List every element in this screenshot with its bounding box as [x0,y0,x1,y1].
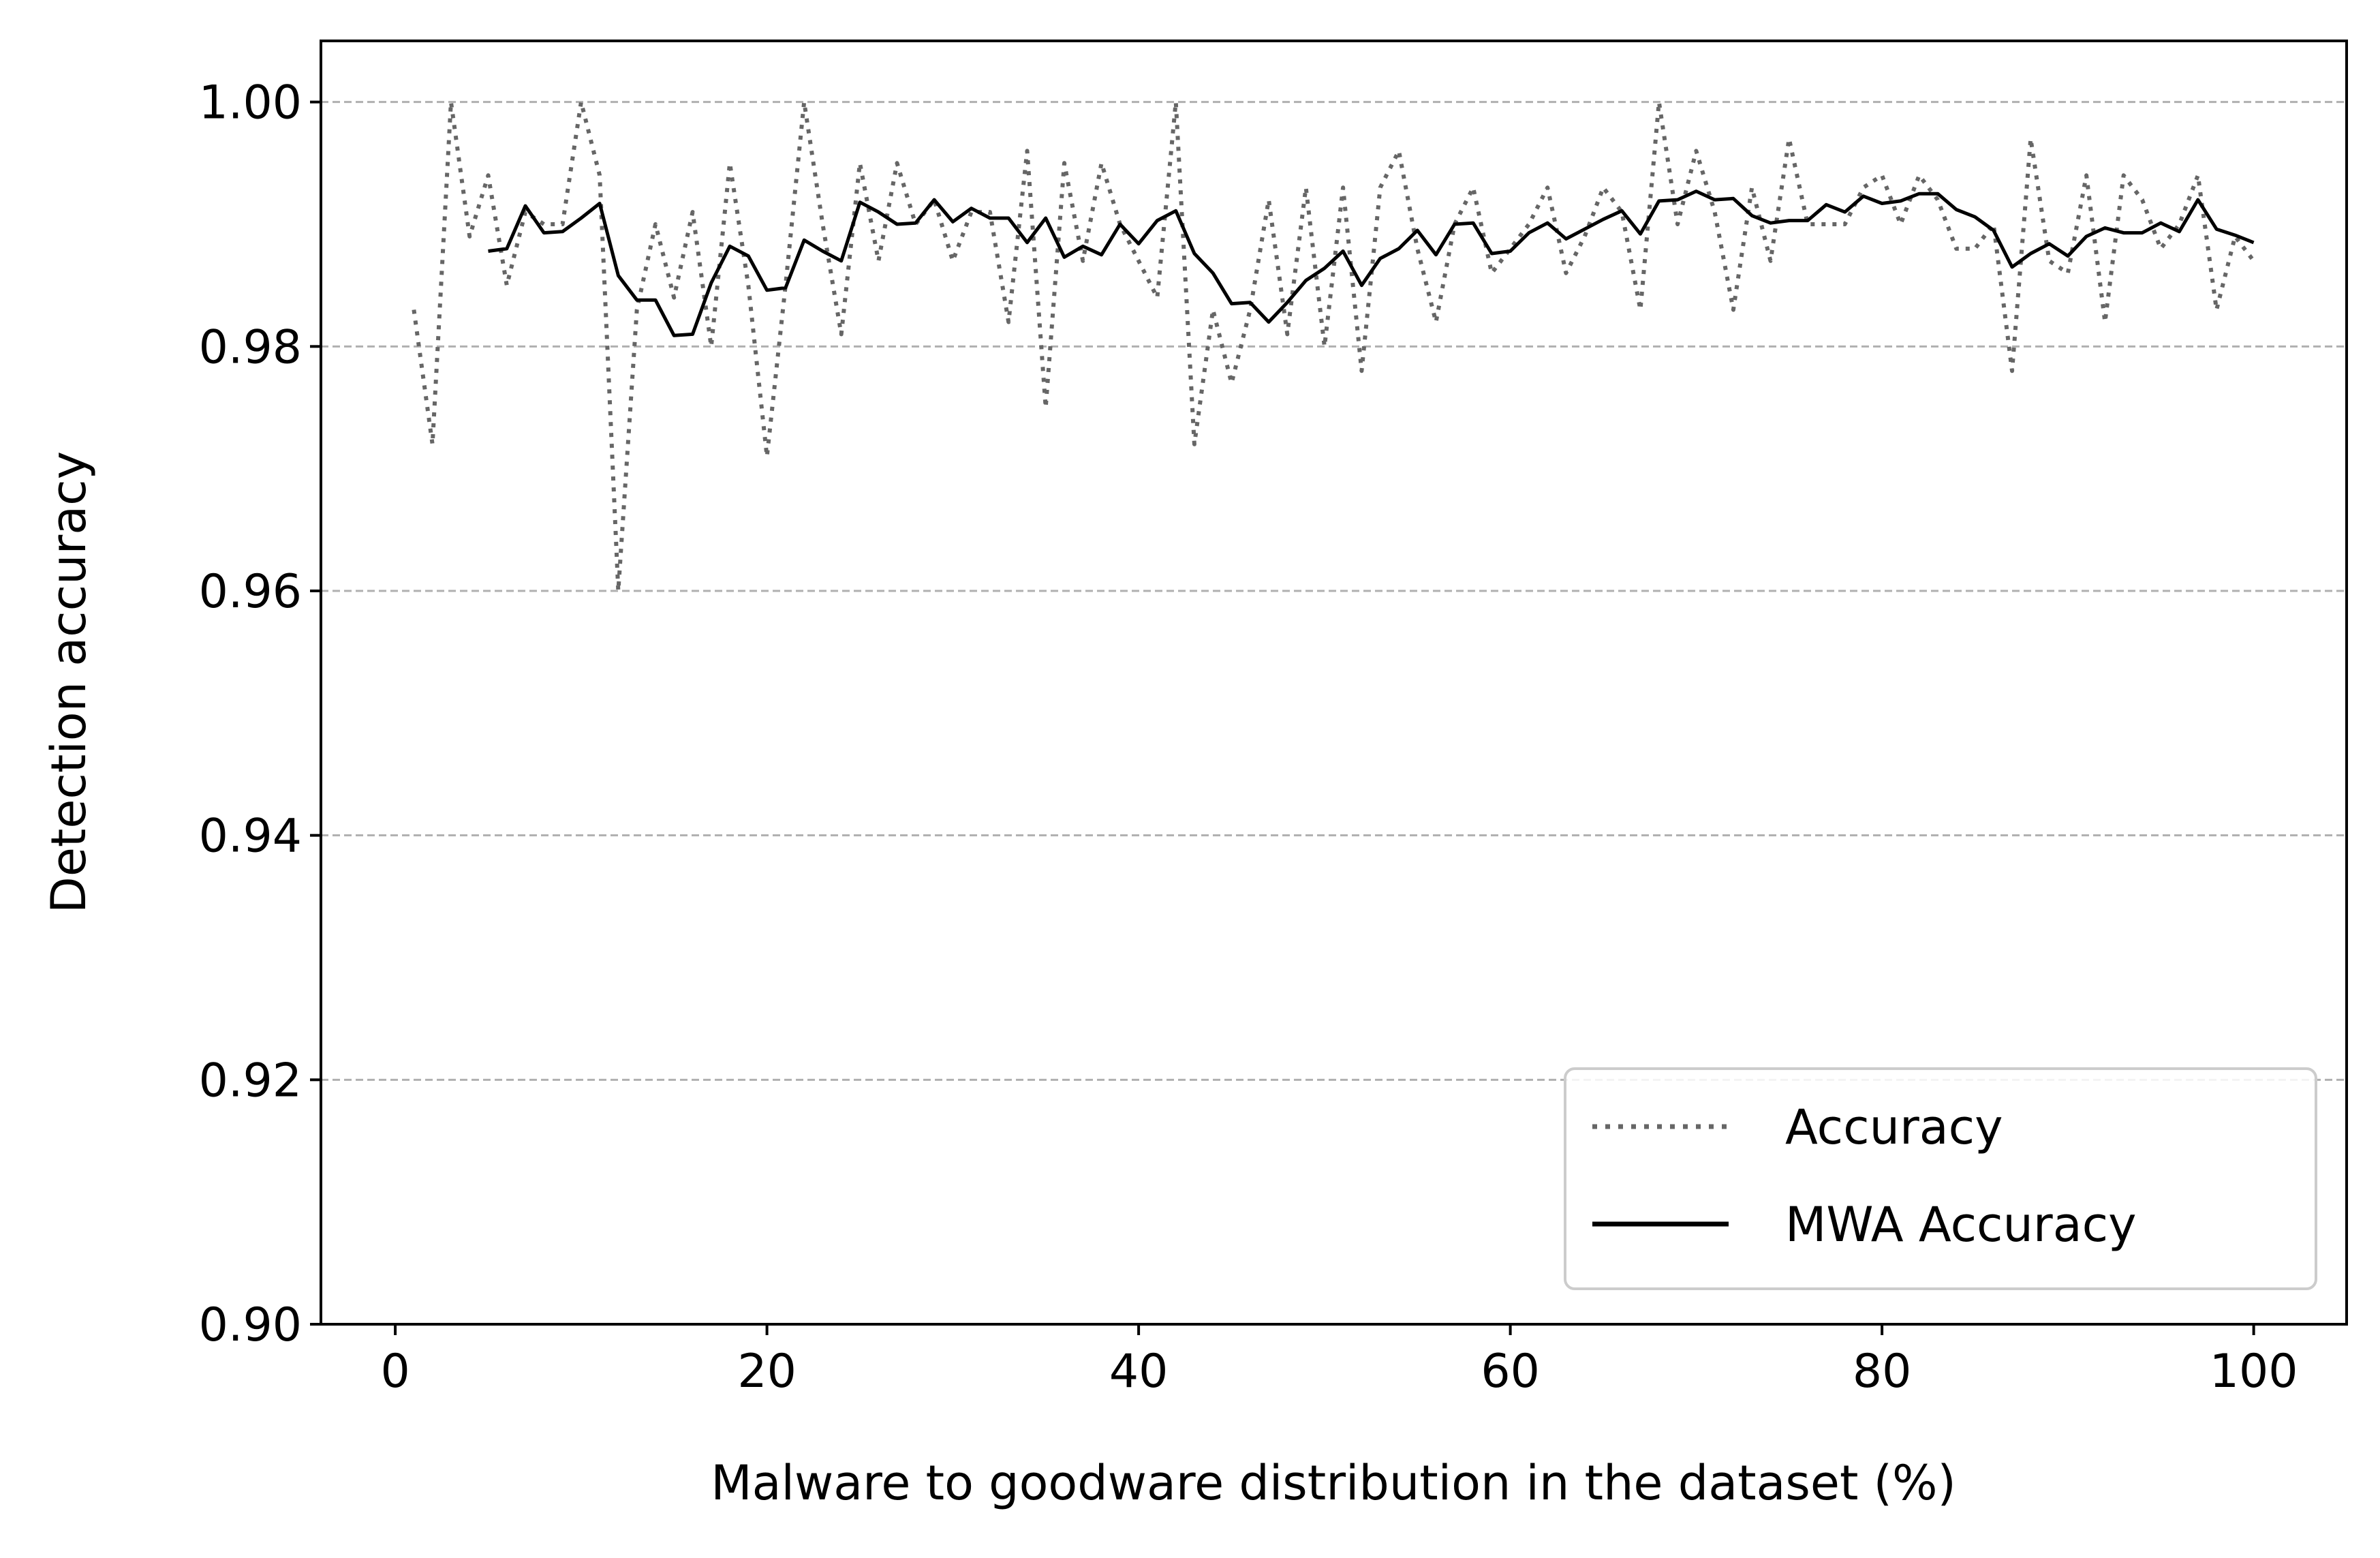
legend-label-accuracy: Accuracy [1785,1099,2003,1155]
legend: Accuracy MWA Accuracy [1564,1067,2317,1290]
plot-frame [320,40,2348,1326]
y-axis-label: Detection accuracy [41,451,97,913]
y-tick-label: 1.00 [199,76,302,130]
x-tick-label: 60 [1481,1345,1540,1399]
legend-label-mwa-accuracy: MWA Accuracy [1785,1197,2137,1253]
series-mwa-accuracy-line [488,189,2255,337]
y-axis-ticks: 0.90 0.92 0.94 0.96 0.98 1.00 [199,76,321,1352]
x-tick-label: 0 [380,1345,409,1399]
y-tick-label: 0.90 [199,1298,302,1352]
y-tick-label: 0.94 [199,810,302,864]
series-accuracy-line [412,100,2255,593]
x-tick-label: 20 [737,1345,797,1399]
x-tick-label: 40 [1109,1345,1169,1399]
y-tick-label: 0.98 [199,320,302,374]
y-tick-label: 0.92 [199,1054,302,1108]
x-tick-label: 100 [2210,1345,2298,1399]
x-axis-label: Malware to goodware distribution in the … [711,1455,1956,1511]
y-tick-label: 0.96 [199,565,302,619]
x-axis-ticks: 0 20 40 60 80 100 [380,1324,2298,1399]
legend-box [1564,1067,2317,1290]
x-tick-label: 80 [1853,1345,1912,1399]
series-layer [412,100,2255,593]
